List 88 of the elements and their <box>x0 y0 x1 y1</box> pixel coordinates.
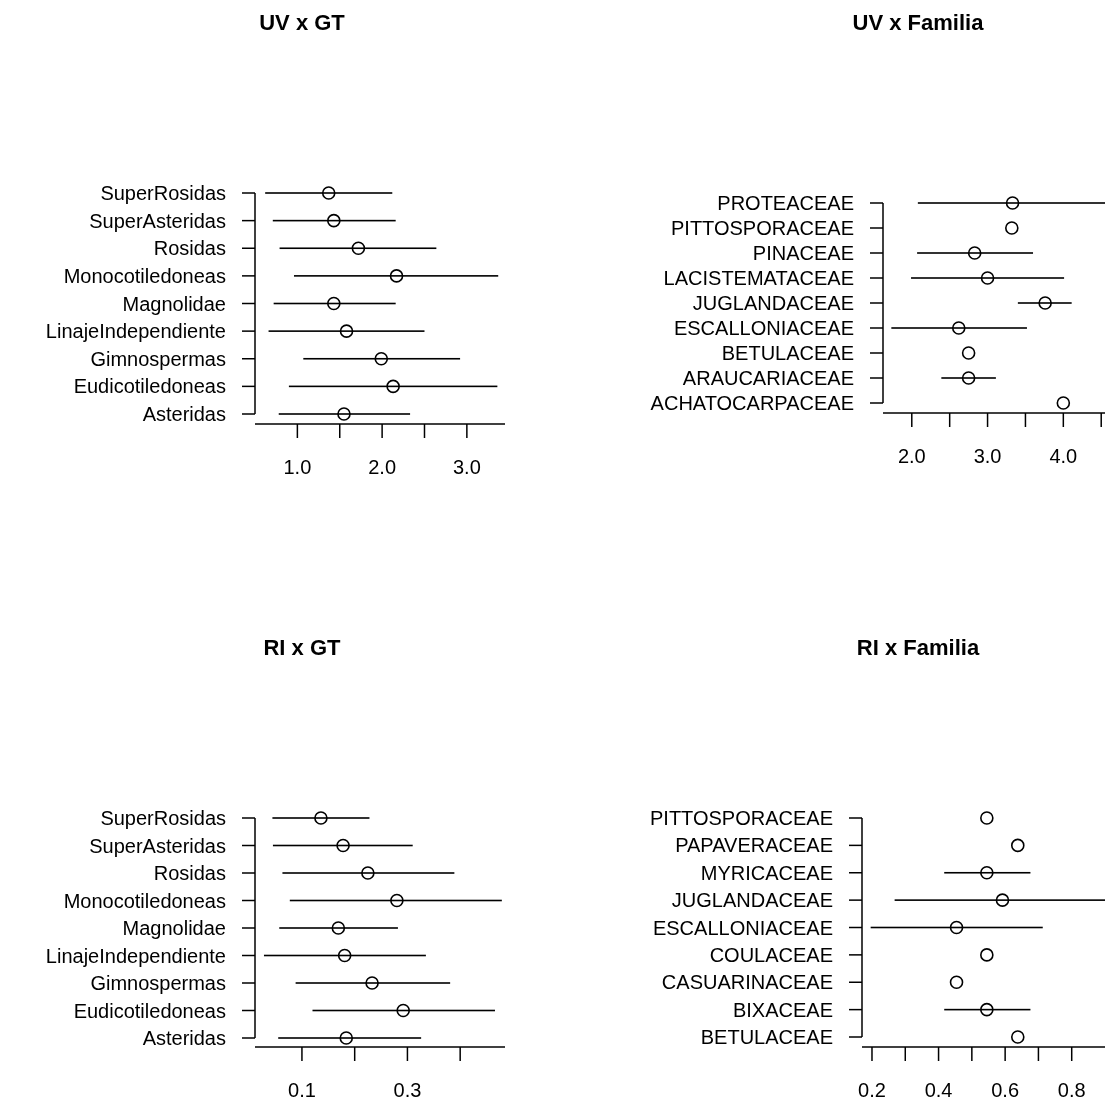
y-tick-label: CASUARINACEAE <box>661 971 833 994</box>
y-tick-label: LinajeIndependiente <box>45 944 226 967</box>
x-tick-label: 0.3 <box>393 1079 422 1101</box>
point <box>1005 196 1020 210</box>
point <box>980 811 994 825</box>
point <box>967 246 982 260</box>
x-tick-label: 0.6 <box>991 1079 1020 1101</box>
y-tick-label: ACHATOCARPACEAE <box>650 392 854 414</box>
x-tick-label: 2.0 <box>368 456 397 478</box>
y-tick-label: PROTEACEAE <box>717 192 854 214</box>
point <box>327 213 341 228</box>
point <box>980 865 994 880</box>
x-tick-label: 0.8 <box>1057 1079 1086 1101</box>
y-tick-label: JUGLANDACEAE <box>692 292 854 314</box>
point <box>949 975 964 990</box>
y-tick-label: PITTOSPORACEAE <box>670 217 854 239</box>
y-tick-label: PITTOSPORACEAE <box>649 807 833 829</box>
chart-title: UV x GT <box>259 10 346 35</box>
y-tick-label: Gimnospermas <box>90 972 226 994</box>
y-tick-label: SuperRosidas <box>100 807 226 829</box>
y-tick-label: Rosidas <box>153 237 226 260</box>
y-tick-label: PAPAVERACEAE <box>675 834 833 857</box>
y-tick-label: BETULACEAE <box>700 1026 833 1048</box>
point <box>336 838 350 853</box>
chart-title: RI x GT <box>263 635 342 660</box>
y-tick-label: Eudicotiledoneas <box>73 375 226 398</box>
point <box>1010 1030 1025 1044</box>
x-tick-label: 4.0 <box>1049 445 1078 467</box>
y-tick-label: ARAUCARIACEAE <box>682 367 854 389</box>
point <box>337 948 352 963</box>
point <box>374 351 389 366</box>
point <box>361 866 375 880</box>
point <box>321 186 336 200</box>
point <box>980 271 995 285</box>
y-tick-label: Rosidas <box>153 862 226 884</box>
point <box>1056 396 1071 410</box>
point <box>961 346 976 360</box>
x-tick-label: 3.0 <box>452 456 481 478</box>
y-tick-label: ESCALLONIACEAE <box>673 317 854 339</box>
y-tick-label: Eudicotiledoneas <box>73 999 226 1022</box>
point <box>980 1002 994 1017</box>
x-tick-label: 1.0 <box>283 456 312 478</box>
y-tick-label: Asteridas <box>142 1027 226 1049</box>
y-tick-label: PINACEAE <box>752 242 854 264</box>
x-tick-label: 0.1 <box>288 1079 316 1101</box>
y-tick-label: Magnolidae <box>122 917 226 939</box>
y-tick-label: BIXACEAE <box>732 998 833 1021</box>
chart-title: RI x Familia <box>856 635 980 660</box>
point <box>351 241 366 256</box>
y-tick-label: ESCALLONIACEAE <box>652 916 833 939</box>
point <box>327 296 341 311</box>
y-tick-label: Magnolidae <box>122 292 226 315</box>
point <box>980 948 994 962</box>
y-tick-label: Gimnospermas <box>90 347 226 370</box>
point <box>1010 838 1025 853</box>
point <box>1038 296 1052 310</box>
y-tick-label: LACISTEMATACEAE <box>663 267 854 289</box>
point <box>951 321 966 335</box>
y-tick-label: Monocotiledoneas <box>63 889 226 912</box>
point <box>1005 221 1019 235</box>
point <box>949 920 964 935</box>
point <box>961 371 976 385</box>
y-tick-label: COULACEAE <box>709 943 833 966</box>
x-tick-label: 0.2 <box>858 1079 886 1101</box>
point <box>390 893 404 908</box>
chart-title: UV x Familia <box>852 10 985 35</box>
point <box>314 811 328 825</box>
y-tick-label: SuperAsteridas <box>89 209 226 232</box>
point <box>396 1003 411 1018</box>
y-tick-label: JUGLANDACEAE <box>671 889 833 912</box>
x-tick-label: 0.4 <box>924 1079 953 1101</box>
point <box>339 324 354 338</box>
point <box>339 1031 354 1045</box>
y-tick-label: LinajeIndependiente <box>45 320 226 343</box>
point <box>365 976 379 990</box>
y-tick-label: Monocotiledoneas <box>63 264 226 287</box>
point <box>337 407 351 421</box>
y-tick-label: SuperAsteridas <box>89 834 226 857</box>
y-tick-label: Asteridas <box>142 403 226 425</box>
y-tick-label: SuperRosidas <box>100 182 226 204</box>
y-tick-label: MYRICACEAE <box>700 861 833 884</box>
point <box>386 379 400 394</box>
y-tick-label: BETULACEAE <box>721 342 854 364</box>
point <box>331 921 346 935</box>
x-tick-label: 3.0 <box>973 445 1002 467</box>
point <box>389 269 404 283</box>
point <box>995 893 1010 907</box>
x-tick-label: 2.0 <box>897 445 926 467</box>
